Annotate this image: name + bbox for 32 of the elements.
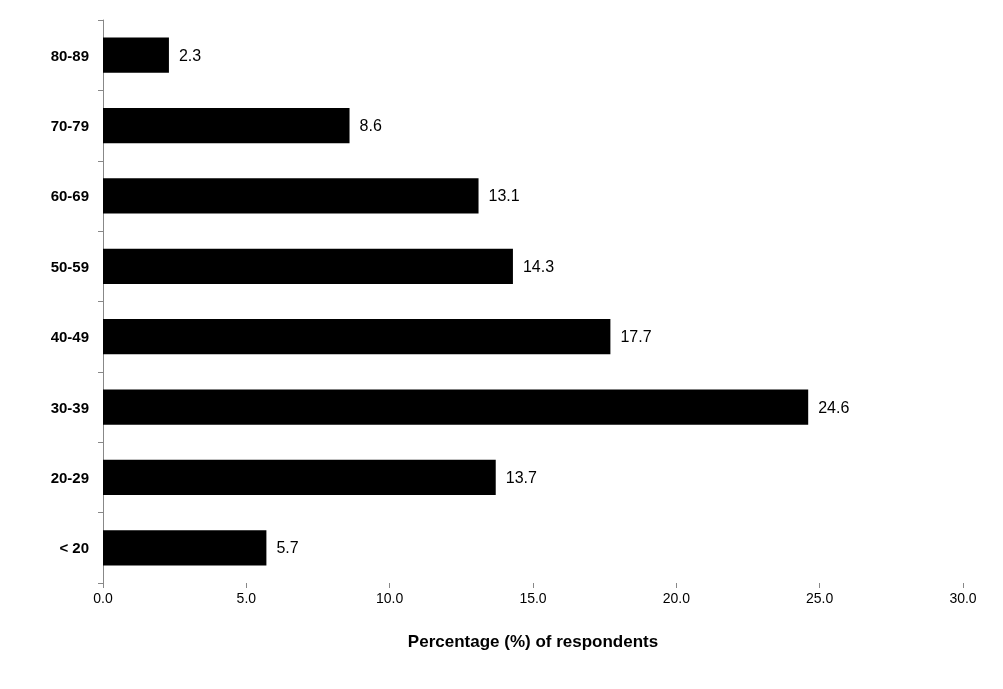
y-tick-label: 30-39 bbox=[50, 398, 89, 416]
y-tick-label: 60-69 bbox=[50, 187, 89, 205]
bar bbox=[103, 107, 350, 144]
x-tick-label: 5.0 bbox=[236, 590, 257, 606]
y-tick-label: 80-89 bbox=[50, 46, 89, 64]
x-tick-label: 25.0 bbox=[806, 590, 834, 606]
data-label: 2.3 bbox=[178, 46, 202, 64]
x-tick-label: 20.0 bbox=[662, 590, 691, 606]
y-tick-label: 70-79 bbox=[50, 117, 89, 135]
x-axis-title: Percentage (%) of respondents bbox=[407, 632, 659, 651]
bar bbox=[103, 389, 809, 425]
data-label: 13.1 bbox=[488, 187, 520, 205]
data-label: 13.7 bbox=[505, 468, 537, 486]
bar bbox=[103, 530, 267, 566]
bar bbox=[103, 459, 496, 496]
y-tick-label: < 20 bbox=[59, 539, 89, 557]
bar bbox=[103, 37, 169, 73]
data-label: 8.6 bbox=[359, 117, 382, 135]
bar bbox=[103, 248, 513, 284]
bar bbox=[103, 178, 479, 214]
y-tick-label: 50-59 bbox=[50, 257, 89, 275]
x-tick-label: 0.0 bbox=[93, 590, 113, 606]
data-label: 14.3 bbox=[522, 257, 555, 275]
data-label: 24.6 bbox=[818, 398, 850, 416]
x-tick-label: 10.0 bbox=[376, 590, 404, 606]
y-tick-label: 20-29 bbox=[50, 468, 89, 486]
x-tick-label: 30.0 bbox=[949, 590, 977, 606]
data-label: 17.7 bbox=[620, 328, 652, 346]
x-tick-label: 15.0 bbox=[519, 590, 547, 606]
bar bbox=[103, 319, 611, 355]
y-tick-label: 40-49 bbox=[50, 328, 89, 346]
data-label: 5.7 bbox=[276, 539, 299, 557]
